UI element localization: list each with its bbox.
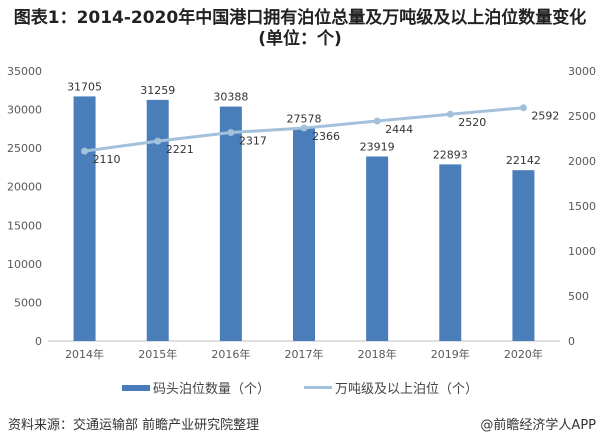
bar-data-label: 22142 (506, 154, 541, 167)
y-left-tick-label: 25000 (7, 142, 42, 155)
line-point (446, 110, 454, 118)
x-tick-label: 2017年 (285, 347, 324, 361)
x-tick-label: 2014年 (65, 347, 104, 361)
y-left-tick-label: 15000 (7, 219, 42, 232)
legend-label-line: 万吨级及以上泊位（个） (335, 382, 479, 397)
y-left-tick-label: 5000 (14, 296, 42, 309)
y-left-tick-label: 20000 (7, 181, 42, 194)
bar-data-label: 31259 (140, 84, 175, 97)
bar (146, 99, 169, 341)
line-point (519, 104, 527, 112)
line-data-label: 2317 (239, 134, 267, 147)
line-point (227, 128, 235, 136)
line-point (373, 117, 381, 125)
y-left-tick-label: 35000 (7, 65, 42, 78)
y-left-tick-label: 10000 (7, 258, 42, 271)
bar (219, 106, 242, 342)
line-point (81, 147, 89, 155)
x-tick-label: 2016年 (211, 347, 250, 361)
legend-swatch-bar (121, 384, 150, 391)
y-right-tick-label: 500 (568, 290, 589, 303)
bar-data-label: 31705 (67, 80, 102, 93)
source-note: 资料来源：交通运输部 前瞻产业研究院整理 (8, 418, 260, 433)
line-point (300, 124, 308, 132)
line-point (154, 137, 162, 145)
bar (439, 164, 462, 341)
bar (73, 96, 96, 341)
y-right-tick-label: 0 (568, 335, 575, 348)
y-right-tick-label: 2000 (568, 155, 596, 168)
bar-data-label: 27578 (287, 112, 322, 125)
bar (293, 128, 315, 341)
line-data-label: 2520 (458, 116, 486, 129)
legend-swatch-line (304, 386, 332, 389)
legend-label-bar: 码头泊位数量（个） (152, 382, 270, 397)
line-data-label: 2221 (166, 143, 194, 156)
x-tick-label: 2019年 (431, 347, 470, 361)
line-data-label: 2110 (93, 153, 121, 166)
line-data-label: 2366 (312, 130, 340, 143)
line-data-label: 2592 (531, 110, 559, 123)
y-right-tick-label: 1500 (568, 200, 596, 213)
y-right-tick-label: 2500 (568, 110, 596, 123)
x-tick-label: 2015年 (138, 347, 177, 361)
x-tick-label: 2020年 (504, 347, 543, 361)
bar (512, 170, 535, 341)
x-tick-label: 2018年 (358, 347, 397, 361)
credit-note: @前瞻经济学人APP (480, 418, 596, 433)
bar-data-label: 30388 (213, 91, 248, 104)
chart-title: 图表1：2014-2020年中国港口拥有泊位总量及万吨级及以上泊位数量变化(单位… (13, 8, 587, 49)
legend-item-bar: 码头泊位数量（个） (121, 378, 270, 397)
line-data-label: 2444 (385, 123, 413, 136)
legend: 码头泊位数量（个） 万吨级及以上泊位（个） (0, 378, 600, 397)
y-right-tick-label: 3000 (568, 65, 596, 78)
y-left-tick-label: 30000 (7, 104, 42, 117)
bar (366, 156, 389, 341)
y-right-tick-label: 1000 (568, 245, 596, 258)
bar-data-label: 23919 (360, 140, 395, 153)
y-left-tick-label: 0 (35, 335, 42, 348)
legend-item-line: 万吨级及以上泊位（个） (304, 378, 478, 397)
bar-data-label: 22893 (433, 148, 468, 161)
